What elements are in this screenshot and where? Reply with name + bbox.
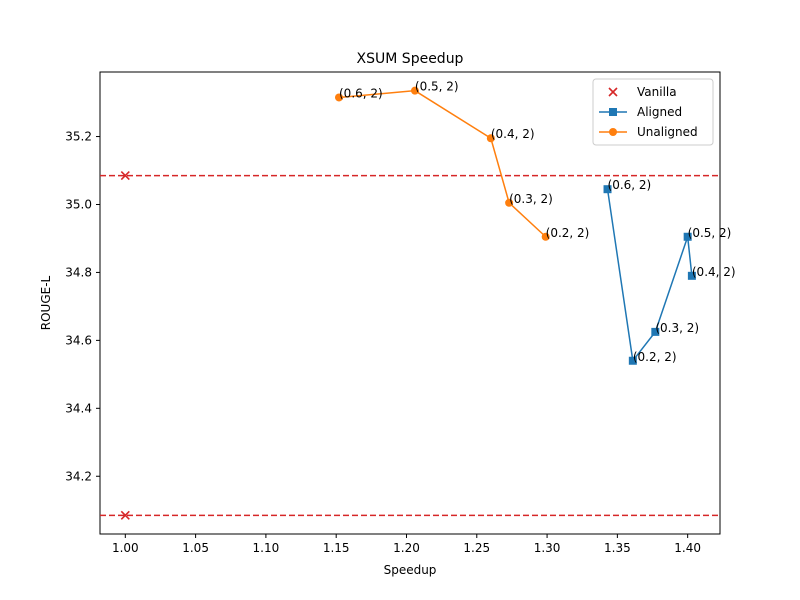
plot-frame <box>99 71 721 535</box>
aligned-point <box>687 271 696 280</box>
unaligned-series-line <box>338 89 547 238</box>
chart-title: XSUM Speedup <box>357 51 464 67</box>
unaligned-point-label: (0.6, 2) <box>339 86 383 100</box>
legend-aligned-marker <box>609 108 617 116</box>
aligned-point <box>651 327 660 336</box>
x-axis-ticks: 1.00 1.05 1.10 1.15 1.20 1.25 1.30 1.35 1.40 <box>112 534 701 555</box>
y-tick-label: 35.2 <box>65 130 92 144</box>
aligned-point <box>628 356 637 365</box>
unaligned-point-label: (0.4, 2) <box>491 127 535 141</box>
aligned-point-label: (0.6, 2) <box>608 178 652 192</box>
x-tick-label: 1.10 <box>253 541 280 555</box>
aligned-point-label: (0.2, 2) <box>633 350 677 364</box>
x-tick-label: 1.25 <box>463 541 490 555</box>
aligned-point-label: (0.5, 2) <box>688 226 732 240</box>
y-axis-ticks: 34.2 34.4 34.6 34.8 35.0 35.2 <box>65 130 100 483</box>
vanilla-marker <box>120 171 130 181</box>
legend-box <box>592 78 714 146</box>
y-tick-label: 34.4 <box>65 401 92 415</box>
y-tick-label: 35.0 <box>65 197 92 211</box>
legend-aligned-label: Aligned <box>637 105 682 119</box>
series-layer <box>335 86 696 365</box>
x-tick-label: 1.15 <box>323 541 350 555</box>
x-tick-label: 1.20 <box>393 541 420 555</box>
aligned-point-label: (0.3, 2) <box>655 321 699 335</box>
unaligned-point <box>505 198 514 207</box>
unaligned-point <box>486 134 495 143</box>
aligned-point-label: (0.4, 2) <box>692 265 736 279</box>
legend-vanilla-label: Vanilla <box>637 85 677 99</box>
x-axis-title: Speedup <box>384 563 437 577</box>
legend: Vanilla Aligned Unaligned <box>592 78 714 146</box>
aligned-point <box>603 185 612 194</box>
unaligned-point-label: (0.5, 2) <box>415 80 459 94</box>
legend-vanilla-marker <box>608 87 618 97</box>
annotation-layer: (0.6, 2) (0.2, 2) (0.3, 2) (0.5, 2) (0.4, 2)… <box>339 80 736 364</box>
vanilla-layer <box>100 171 720 520</box>
unaligned-point-label: (0.3, 2) <box>509 192 553 206</box>
y-tick-label: 34.6 <box>65 333 92 347</box>
unaligned-point <box>335 93 344 102</box>
unaligned-point <box>410 86 419 95</box>
aligned-series-line <box>606 189 693 363</box>
x-tick-label: 1.35 <box>604 541 631 555</box>
aligned-point <box>683 232 692 241</box>
y-axis-title: ROUGE-L <box>39 275 53 330</box>
unaligned-point-label: (0.2, 2) <box>546 226 590 240</box>
vanilla-marker <box>120 510 130 520</box>
legend-unaligned-label: Unaligned <box>637 125 698 139</box>
legend-unaligned-marker <box>609 128 617 136</box>
x-tick-label: 1.40 <box>674 541 701 555</box>
unaligned-point <box>541 232 550 241</box>
x-tick-label: 1.30 <box>534 541 561 555</box>
y-tick-label: 34.2 <box>65 469 92 483</box>
x-tick-label: 1.00 <box>112 541 139 555</box>
x-tick-label: 1.05 <box>182 541 209 555</box>
y-tick-label: 34.8 <box>65 265 92 279</box>
